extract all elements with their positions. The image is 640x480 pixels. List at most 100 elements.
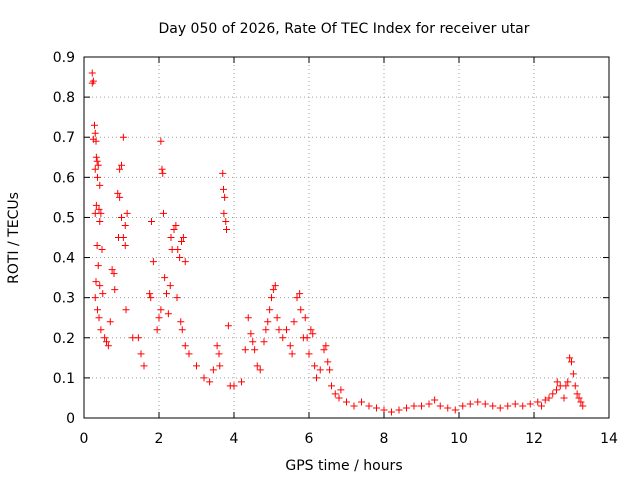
data-point	[230, 382, 238, 390]
data-point	[116, 193, 124, 201]
data-point	[553, 378, 561, 386]
data-point	[373, 404, 380, 412]
data-point	[297, 306, 305, 314]
y-axis-label: ROTI / TECUs	[6, 192, 22, 284]
data-point	[320, 346, 328, 354]
data-point	[92, 153, 100, 161]
plot-frame	[83, 56, 610, 419]
data-point	[286, 342, 294, 350]
data-point	[271, 282, 279, 290]
data-point	[444, 404, 452, 412]
data-point	[251, 346, 259, 354]
data-point	[322, 342, 330, 350]
x-axis-ticks: 0 2 4 6 8 10 12 14	[80, 57, 618, 447]
x-tick-label: 10	[450, 431, 468, 447]
data-point	[91, 294, 99, 302]
x-tick-label: 6	[305, 431, 314, 447]
data-point	[293, 294, 301, 302]
data-point	[275, 326, 283, 334]
x-tick-label: 0	[80, 431, 89, 447]
x-tick-label: 14	[600, 431, 618, 447]
data-point	[288, 350, 296, 358]
data-point	[269, 286, 277, 294]
data-point	[88, 69, 96, 77]
data-point	[160, 209, 167, 217]
data-point	[95, 205, 103, 213]
data-point	[268, 294, 275, 302]
data-point	[223, 225, 230, 233]
data-point	[247, 330, 255, 338]
data-point	[562, 382, 570, 390]
data-point	[511, 400, 519, 408]
data-point	[134, 334, 142, 342]
data-point	[496, 404, 504, 412]
data-point	[365, 402, 373, 410]
data-point	[123, 209, 131, 217]
data-point	[119, 133, 127, 141]
data-point	[215, 350, 223, 358]
data-point	[328, 382, 335, 390]
data-point	[568, 358, 575, 366]
x-tick-label: 2	[155, 431, 164, 447]
y-tick-label: 0	[66, 411, 75, 427]
data-point	[89, 135, 97, 143]
data-point	[553, 386, 560, 394]
data-point	[93, 157, 101, 165]
data-point	[209, 366, 217, 374]
data-point	[573, 390, 581, 398]
data-point	[560, 394, 568, 402]
data-point	[155, 314, 163, 322]
data-point	[418, 402, 425, 410]
data-point	[474, 398, 482, 406]
data-point	[410, 402, 418, 410]
data-point	[566, 354, 574, 362]
y-tick-label: 0.7	[53, 130, 75, 146]
data-point	[146, 290, 154, 298]
data-point	[185, 350, 193, 358]
data-point	[193, 362, 200, 370]
data-point	[538, 402, 545, 410]
data-point	[337, 386, 345, 394]
data-point	[303, 334, 311, 342]
data-point	[436, 402, 444, 410]
data-point	[96, 217, 104, 225]
data-point	[222, 217, 230, 225]
data-point	[266, 306, 274, 314]
data-point	[104, 342, 112, 350]
data-point	[179, 234, 187, 241]
data-point	[161, 274, 169, 282]
data-point	[94, 161, 102, 169]
data-point	[431, 396, 439, 404]
data-point	[137, 350, 145, 358]
data-point	[159, 169, 167, 177]
data-point	[262, 326, 270, 334]
data-point	[358, 398, 365, 406]
data-point	[106, 318, 114, 326]
data-point	[99, 290, 107, 298]
data-point	[564, 378, 572, 386]
data-point	[172, 221, 180, 229]
data-point	[121, 242, 129, 250]
data-point	[89, 77, 97, 85]
data-point	[173, 294, 181, 302]
data-point	[279, 334, 287, 342]
data-point	[534, 398, 542, 406]
data-point	[224, 322, 232, 330]
data-point	[504, 402, 512, 410]
data-point	[575, 394, 583, 402]
data-point	[121, 221, 129, 229]
data-point	[213, 342, 221, 350]
data-point	[110, 270, 118, 278]
data-point	[324, 358, 332, 366]
data-point	[206, 378, 214, 386]
data-point	[167, 234, 175, 241]
data-point	[577, 398, 585, 406]
data-point	[92, 278, 100, 286]
data-point	[307, 326, 315, 334]
data-point	[116, 165, 124, 173]
x-tick-label: 12	[525, 431, 543, 447]
data-point	[311, 362, 319, 370]
data-point	[178, 326, 186, 334]
data-point	[343, 398, 350, 406]
